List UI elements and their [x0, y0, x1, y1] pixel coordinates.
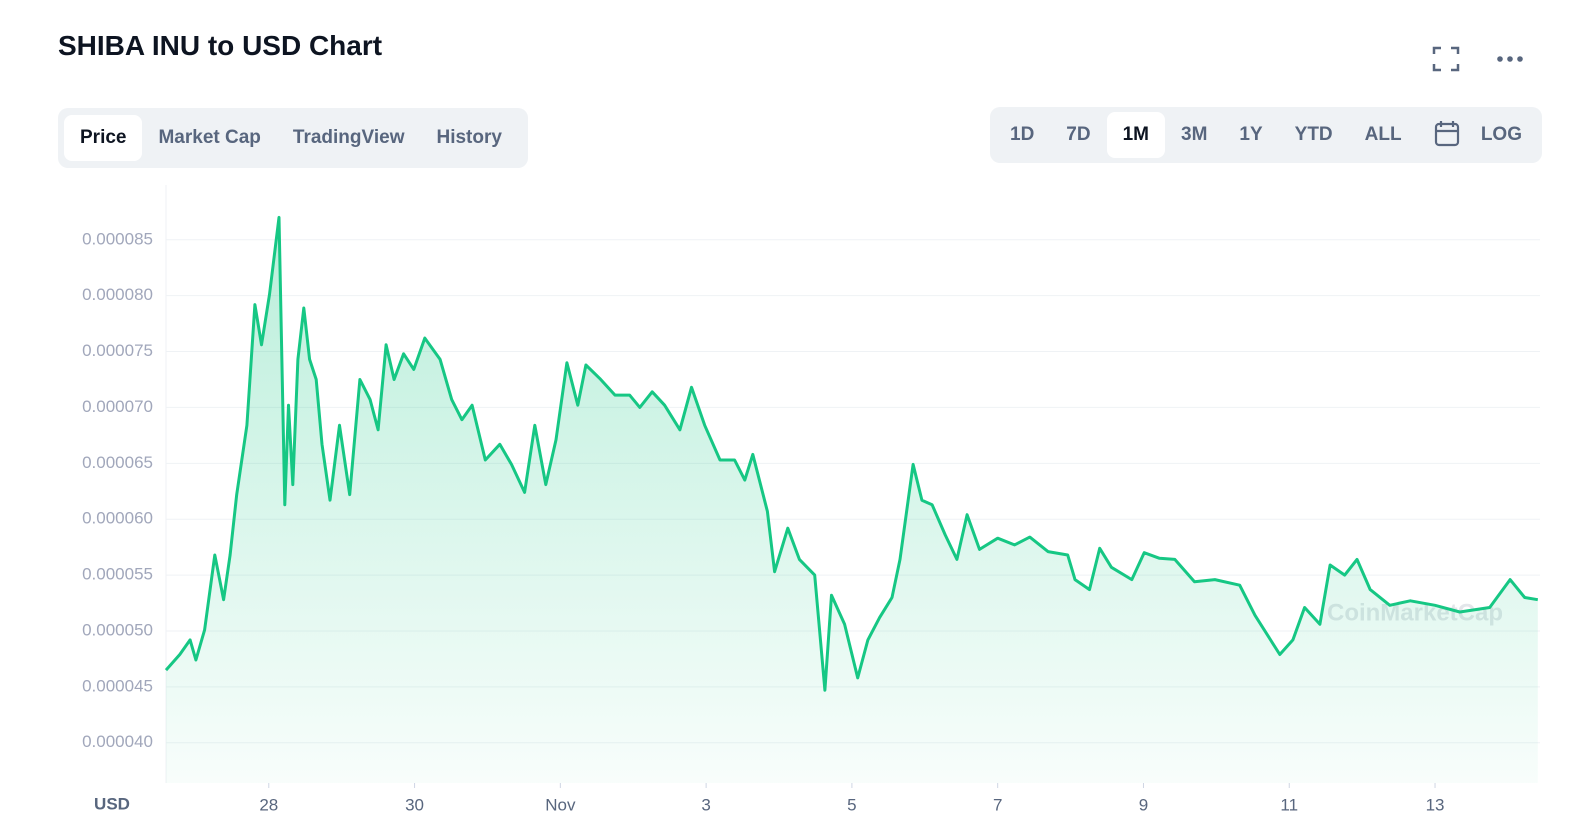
y-tick-label: 0.000060 [82, 509, 153, 528]
x-tick-label: 5 [847, 795, 856, 814]
x-tick-label: 9 [1139, 795, 1148, 814]
y-axis-label: USD [94, 794, 130, 813]
price-line [164, 215, 1539, 692]
more-icon[interactable] [1496, 52, 1524, 66]
range-button[interactable]: 7D [1066, 124, 1091, 145]
x-tick-label: 30 [405, 795, 424, 814]
x-tick-label: 3 [701, 795, 710, 814]
chart-tabs: Price Market Cap TradingView History [58, 108, 528, 168]
y-tick-label: 0.000070 [82, 397, 153, 416]
y-tick-label: 0.000065 [82, 453, 153, 472]
x-tick-label: 28 [259, 795, 278, 814]
y-tick-label: 0.000085 [82, 229, 153, 248]
tab[interactable]: History [436, 127, 502, 148]
range-button[interactable]: 1M [1106, 112, 1165, 158]
log-button[interactable]: LOG [1480, 124, 1522, 145]
range-button[interactable]: 1D [1010, 124, 1035, 145]
y-tick-label: 0.000080 [82, 285, 153, 304]
y-tick-label: 0.000050 [82, 620, 153, 639]
range-button[interactable]: ALL [1364, 124, 1402, 145]
range-button[interactable]: 3M [1181, 124, 1208, 145]
x-tick-label: 7 [993, 795, 1002, 814]
tab[interactable]: Market Cap [158, 127, 261, 148]
y-tick-label: 0.000075 [82, 341, 153, 360]
range-button[interactable]: 1Y [1239, 124, 1263, 145]
x-tick-label: 11 [1280, 795, 1298, 814]
fullscreen-icon[interactable] [1432, 46, 1460, 72]
range-button[interactable]: YTD [1294, 124, 1333, 145]
x-tick-label: Nov [545, 795, 576, 814]
y-tick-label: 0.000040 [82, 732, 153, 751]
y-tick-label: 0.000055 [82, 565, 153, 584]
tab[interactable]: TradingView [292, 127, 405, 148]
range-selector: 1D 7D 1M 3M 1Y YTD ALL LOG [990, 107, 1542, 163]
price-area [166, 217, 1538, 783]
page-title: SHIBA INU to USD Chart [58, 30, 383, 61]
calendar-button[interactable] [1418, 120, 1465, 150]
tab[interactable]: Price [64, 115, 143, 161]
x-tick-label: 13 [1426, 795, 1445, 814]
y-tick-label: 0.000045 [82, 676, 153, 695]
